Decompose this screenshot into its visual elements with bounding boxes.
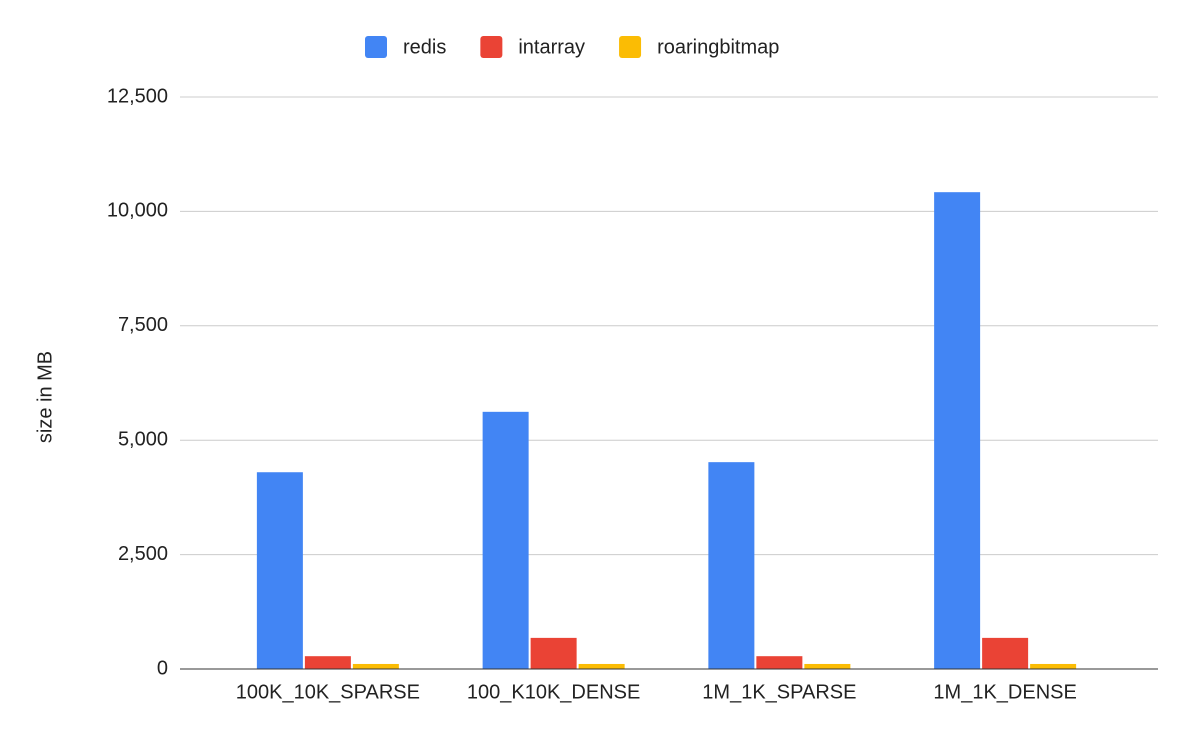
bar [352, 663, 399, 669]
legend-swatch [619, 36, 642, 58]
legend-label: intarray [518, 36, 585, 58]
bar [304, 656, 351, 669]
x-tick-label: 1M_1K_DENSE [933, 681, 1076, 703]
y-tick-label: 5,000 [118, 428, 168, 450]
y-tick-label: 10,000 [107, 200, 168, 222]
legend-swatch [365, 36, 387, 58]
bar [934, 192, 981, 670]
legend-label: roaringbitmap [657, 36, 779, 58]
bar [804, 663, 851, 669]
bar [756, 656, 803, 669]
bar [578, 663, 625, 669]
x-tick-label: 100_K10K_DENSE [467, 681, 640, 703]
bar [256, 472, 303, 669]
y-tick-label: 0 [157, 657, 168, 679]
bar [482, 411, 529, 669]
y-tick-label: 7,500 [118, 314, 168, 336]
bar [1030, 663, 1077, 669]
legend-swatch [480, 36, 503, 58]
x-tick-label: 100K_10K_SPARSE [236, 681, 420, 703]
y-axis-title: size in MB [34, 351, 56, 443]
bar [982, 637, 1029, 669]
legend-label: redis [403, 36, 446, 58]
y-tick-label: 2,500 [118, 543, 168, 565]
bar [530, 637, 577, 669]
bar [708, 462, 755, 669]
x-tick-label: 1M_1K_SPARSE [702, 681, 856, 703]
y-tick-label: 12,500 [107, 85, 168, 107]
